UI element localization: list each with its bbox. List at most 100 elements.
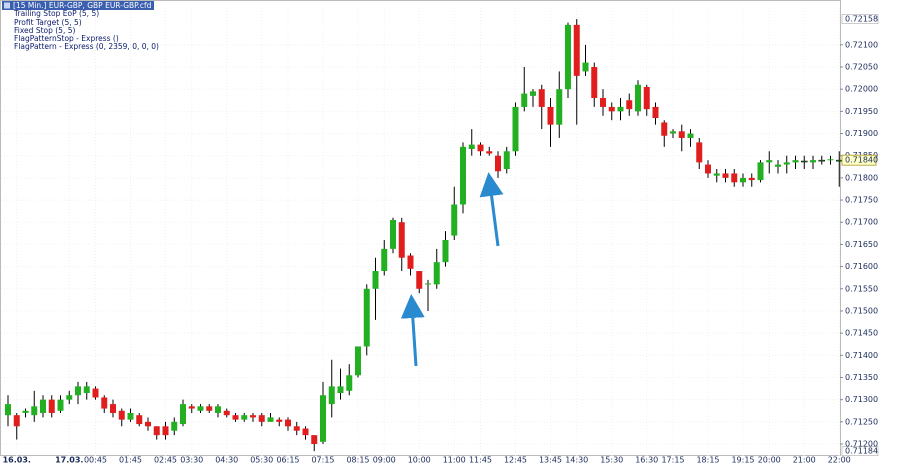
candle-body xyxy=(127,412,134,420)
x-tick-label: 16.03. xyxy=(3,456,31,464)
x-tick-label: 17.03. xyxy=(55,456,83,464)
candle-body xyxy=(591,66,598,99)
y-tick-label: 0.71450 xyxy=(845,329,878,338)
y-tick-label: 0.71550 xyxy=(845,284,878,293)
x-tick-label: 03:30 xyxy=(180,456,203,464)
x-tick-label: 10:00 xyxy=(408,456,431,464)
candle-body xyxy=(827,159,834,161)
candle-body xyxy=(775,164,781,167)
candle-body xyxy=(748,177,755,181)
candle-body xyxy=(31,406,38,416)
candle-body xyxy=(258,415,265,422)
candle-body xyxy=(13,415,20,427)
x-tick-label: 00:45 xyxy=(84,456,107,464)
candle-body xyxy=(188,406,195,409)
candle-body xyxy=(136,415,143,425)
candle-body xyxy=(250,415,256,418)
candle-body xyxy=(503,151,510,170)
candle-body xyxy=(722,173,729,178)
y-tick-label: 0.71200 xyxy=(845,440,878,449)
candle-body xyxy=(556,89,563,125)
y-tick-label: 0.71950 xyxy=(845,107,878,116)
x-tick-label: 01:45 xyxy=(119,456,142,464)
candle-body xyxy=(285,419,291,427)
y-tick-label: 0.71700 xyxy=(845,218,878,227)
candle-body xyxy=(425,283,431,285)
candle-body xyxy=(267,417,274,422)
candle-body xyxy=(337,386,344,394)
candle-body xyxy=(565,24,571,90)
title-icon xyxy=(4,2,10,9)
candle-body xyxy=(652,106,659,119)
candle-body xyxy=(442,239,449,263)
candle-body xyxy=(215,406,221,413)
candle-body xyxy=(792,160,799,163)
chart-title: [15 Min.] EUR-GBP, GBP EUR-GBP.cfd WHS F… xyxy=(13,1,190,10)
candle-body xyxy=(145,421,151,427)
candle-body xyxy=(390,220,396,249)
candle-body xyxy=(241,415,248,420)
candle-body xyxy=(206,406,213,411)
x-tick-label: 06:15 xyxy=(276,456,299,464)
candle-body xyxy=(538,89,545,107)
candle-body xyxy=(451,204,458,236)
x-tick-label: 14:30 xyxy=(565,456,588,464)
y-tick-label: 0.71350 xyxy=(845,373,878,382)
high-marker xyxy=(841,14,879,24)
candle-body xyxy=(180,404,186,425)
x-tick-label: 04:30 xyxy=(215,456,238,464)
x-tick-label: 18:15 xyxy=(696,456,719,464)
x-tick-label: 13:45 xyxy=(539,456,562,464)
y-tick-label: 0.71900 xyxy=(845,129,878,138)
last-price-marker xyxy=(841,154,877,166)
candle-body xyxy=(92,388,99,398)
candle-body xyxy=(495,155,501,172)
candle-body xyxy=(22,410,29,413)
candle-body xyxy=(355,346,361,376)
candle-body xyxy=(311,435,318,445)
candle-body xyxy=(783,162,790,165)
candle-body xyxy=(5,404,11,416)
x-tick-label: 20:00 xyxy=(758,456,781,464)
candle-body xyxy=(626,100,633,110)
candle-body xyxy=(433,262,440,285)
candle-body xyxy=(757,162,764,181)
candle-body xyxy=(670,131,676,134)
candle-body xyxy=(643,86,650,110)
candle-body xyxy=(66,395,73,400)
x-tick-label: 02:45 xyxy=(154,456,177,464)
candle-body xyxy=(293,426,300,431)
candle-body xyxy=(232,415,239,420)
candle-body xyxy=(608,106,615,112)
title-bar xyxy=(2,1,154,10)
y-tick-label: 0.71300 xyxy=(845,395,878,404)
indicator-label: Profit Target (5, 5) xyxy=(14,18,82,27)
candle-body xyxy=(363,288,370,347)
candle-body xyxy=(617,106,624,112)
candle-body xyxy=(582,62,589,72)
candle-body xyxy=(766,160,773,163)
x-tick-label: 08:15 xyxy=(346,456,369,464)
last-price-label: 0.71840 xyxy=(845,156,878,165)
low-marker-label: 0.71184 xyxy=(845,447,878,456)
y-tick-label: 0.71400 xyxy=(845,351,878,360)
candle-body xyxy=(460,146,466,205)
grid xyxy=(1,8,840,456)
x-tick-label: 09:00 xyxy=(373,456,396,464)
candle-body xyxy=(407,255,414,269)
candle-body xyxy=(171,421,178,431)
x-tick-label: 19:15 xyxy=(731,456,754,464)
candle-body xyxy=(320,395,326,442)
y-tick-label: 0.72100 xyxy=(845,40,878,49)
candle-body xyxy=(328,386,335,405)
candle-body xyxy=(57,399,64,411)
candle-body xyxy=(48,399,55,413)
plot-area xyxy=(0,0,841,456)
y-tick-label: 0.71800 xyxy=(845,173,878,182)
high-marker-label: 0.72158 xyxy=(845,15,878,24)
indicator-label: Trailing Stop EoP (5, 5) xyxy=(13,9,99,18)
y-tick-label: 0.71650 xyxy=(845,240,878,249)
indicator-label: Fixed Stop (5, 5) xyxy=(14,26,75,35)
candle-body xyxy=(276,419,283,422)
